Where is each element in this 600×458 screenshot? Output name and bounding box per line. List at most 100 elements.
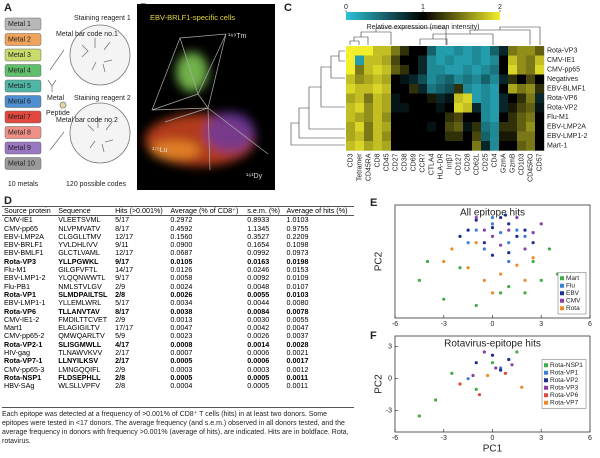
table-cell: 0.0012 [286, 364, 309, 374]
axis-label: ¹⁶⁹Tm [228, 33, 246, 40]
legend-label: Mart [566, 275, 579, 282]
scatter-point [466, 377, 470, 381]
column-label: CCR7 [419, 153, 426, 172]
heatmap-cell [517, 55, 527, 66]
heatmap-cell [346, 103, 356, 113]
table-row: CMV-pp65-3 LMNGQQIFL 2/9 0.0003 0.0003 0.0012 [2, 364, 354, 374]
heatmap-cell [418, 103, 428, 113]
column-label: CD45RA [365, 153, 372, 181]
scatter-point [486, 373, 490, 378]
heatmap-cell [382, 131, 392, 142]
scatter-point [515, 215, 519, 220]
heatmap-cell [373, 84, 383, 94]
legend-label: CMV [566, 297, 581, 304]
heatmap-cell [364, 131, 374, 142]
table-cell: 8/17 [115, 223, 130, 233]
legend-swatch [544, 370, 548, 375]
heatmap-cell [445, 46, 455, 56]
legend-label: EBV [566, 290, 580, 297]
heatmap-cell [499, 46, 509, 56]
metal-label: Metal 6 [8, 98, 31, 105]
heatmap-cell [526, 131, 536, 142]
table-cell: CMV-IE1-2 [4, 314, 40, 324]
heatmap-cell [373, 112, 383, 123]
row-label: CMV-pp65 [547, 67, 580, 74]
table-cell: 5/17 [115, 215, 130, 225]
table-cell: 0.0026 [170, 289, 193, 299]
metal-label: Metal 9 [8, 145, 31, 152]
heatmap-cell [481, 74, 491, 85]
heatmap-cell [400, 103, 410, 113]
heatmap-cell [355, 131, 365, 142]
heatmap-cell [373, 103, 383, 113]
scatter-point [507, 285, 511, 289]
scatter-point [458, 234, 462, 238]
table-cell: 2/8 [115, 381, 126, 391]
table-cell: Rota-VP3 [4, 256, 36, 266]
table-cell: NMLSTVLGV [58, 281, 102, 291]
table-cell: 0.0055 [247, 289, 270, 299]
table-cell: 0.0004 [170, 381, 193, 391]
heatmap-cell [481, 122, 491, 132]
table-cell: 0.0006 [247, 356, 270, 366]
heatmap-cell [445, 141, 455, 151]
table-cell: YLLPGWKL [58, 256, 99, 266]
table-cell: 17/17 [115, 323, 134, 333]
column-label: CD38 [401, 153, 408, 171]
scatter-point [482, 228, 486, 232]
x-tick-label: 3 [539, 321, 543, 328]
table-cell: LLNYILKSV [58, 356, 99, 366]
heatmap-cell [445, 93, 455, 104]
legend-box [541, 359, 587, 409]
heatmap-cell [499, 93, 509, 104]
scatter-point [539, 278, 543, 282]
scatter-point [450, 371, 454, 375]
heatmap-cell [418, 74, 428, 85]
heatmap-cell [436, 46, 446, 56]
heatmap-cell [382, 112, 392, 123]
table-cell: NLVPMVATV [58, 223, 101, 233]
table-cell: FLDSEPHLL [58, 372, 101, 382]
column-label: GzmB [509, 153, 516, 173]
cell-cloud [145, 52, 255, 166]
table-cell: 2/9 [115, 364, 126, 374]
heatmap-cell [427, 131, 437, 142]
table-row: EBV-LMP2A CLGGLLTMV 12/17 0.1560 0.3527 0.220… [2, 231, 354, 241]
table-cell: 0.0005 [247, 372, 270, 382]
column-label: CD69 [410, 153, 417, 171]
table-cell: 0.0246 [247, 265, 270, 275]
table-cell: CMV-IE1 [4, 215, 33, 225]
heatmap-cell [499, 131, 509, 142]
metal-box [4, 79, 42, 93]
heatmap-cell [409, 131, 419, 142]
heatmap-cell [463, 55, 473, 66]
heatmap-cell [499, 55, 509, 66]
heatmap-cell [472, 112, 482, 123]
scatter-point [474, 303, 478, 308]
scatter-point [434, 398, 438, 402]
column-label: CD57 [536, 153, 543, 171]
peptide-label: Peptide [46, 110, 70, 117]
x-tick-label: -6 [392, 321, 398, 328]
heatmap-cell [427, 112, 437, 123]
scatter-point [515, 350, 519, 354]
heatmap-cell [508, 131, 518, 142]
scatter-point [442, 259, 446, 264]
table-cell: 0.2209 [286, 231, 309, 241]
legend-label: Rota-NSP1 [550, 362, 583, 369]
heatmap-cell [418, 131, 428, 142]
metal-label: Metal 10 [8, 160, 35, 167]
table-cell: GLCTLVAML [58, 248, 100, 258]
metal-box [4, 33, 42, 46]
heatmap-cell [427, 65, 437, 75]
heatmap-cell [346, 131, 356, 142]
legend-swatch [560, 276, 564, 281]
scatter-point [482, 350, 486, 354]
row-label: Negatives [547, 76, 579, 83]
table-cell: 0.0013 [170, 314, 193, 324]
heatmap-cell [490, 93, 500, 104]
table-cell: CMV-pp65 [4, 223, 38, 233]
scatter-point [531, 256, 535, 260]
table-cell: LMNGQQIFL [58, 364, 101, 374]
table-cell: 0.0055 [286, 314, 309, 324]
